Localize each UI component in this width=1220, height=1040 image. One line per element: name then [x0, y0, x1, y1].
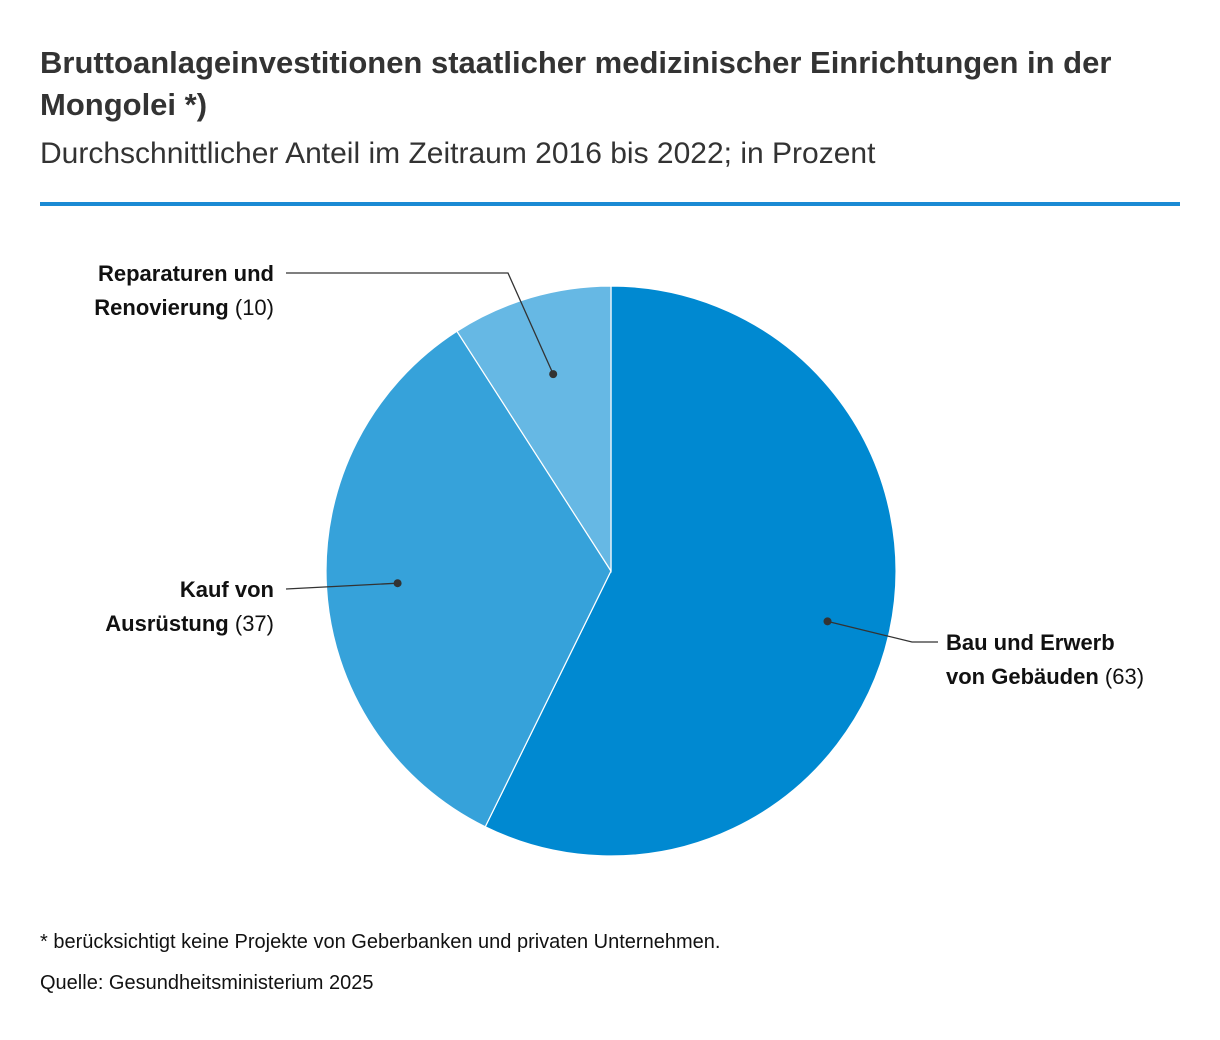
- title-divider: [40, 202, 1180, 206]
- pie-slices: [325, 285, 897, 857]
- leader-line-2: [285, 582, 398, 590]
- leader-dot-2: [393, 579, 402, 588]
- slice-value-1: (63): [1099, 664, 1144, 689]
- slice-label-3-line-2: Renovierung (10): [94, 295, 274, 320]
- slice-label-2-line-1: Kauf von: [180, 577, 274, 602]
- slice-value-2: (37): [229, 611, 274, 636]
- source-note: Quelle: Gesundheitsministerium 2025: [40, 972, 374, 994]
- leader-dot-1: [823, 617, 832, 626]
- slice-value-3: (10): [229, 295, 274, 320]
- leader-dot-3: [549, 370, 558, 379]
- chart-title: Bruttoanlageinvestitionen staatlicher me…: [40, 45, 1112, 122]
- footnote: * berücksichtigt keine Projekte von Gebe…: [40, 931, 721, 953]
- leader-line-3: [286, 272, 554, 375]
- slice-label-1-line-2: von Gebäuden (63): [946, 664, 1144, 689]
- pie-slice-1: [484, 285, 897, 857]
- slice-label-1-line-1: Bau und Erwerb: [946, 630, 1115, 655]
- slice-labels: Bau und Erwerb von Gebäuden (63) Kauf von A…: [94, 261, 1144, 689]
- leader-line-1: [827, 620, 938, 643]
- chart-subtitle: Durchschnittlicher Anteil im Zeitraum 20…: [40, 137, 876, 170]
- pie-slice-3: [456, 285, 612, 574]
- leader-lines: [285, 272, 938, 643]
- slice-label-3-line-1: Reparaturen und: [98, 261, 274, 286]
- slice-label-2-line-2: Ausrüstung (37): [105, 611, 274, 636]
